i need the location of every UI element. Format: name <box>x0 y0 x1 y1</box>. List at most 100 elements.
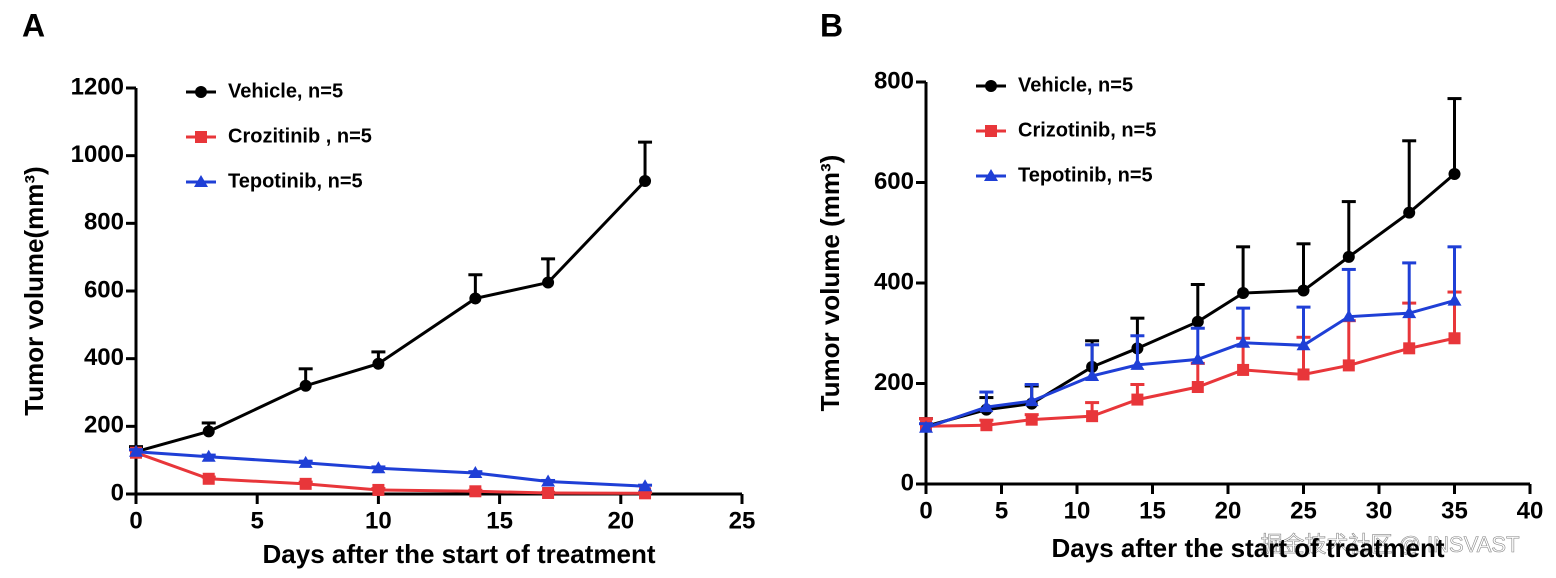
series-line <box>135 180 647 454</box>
x-tick-label: 15 <box>486 507 513 534</box>
marker <box>372 483 385 496</box>
y-tick-label: 200 <box>84 412 124 439</box>
marker <box>1191 381 1204 394</box>
error-bar <box>1190 283 1205 322</box>
marker <box>1236 335 1251 348</box>
x-axis-label: Days after the start of treatment <box>263 539 656 569</box>
marker <box>1025 413 1038 426</box>
error-bar <box>1341 200 1356 257</box>
x-tick-label: 25 <box>1290 497 1317 524</box>
legend-marker <box>194 175 208 187</box>
marker <box>1296 338 1311 351</box>
marker <box>1342 250 1355 263</box>
marker <box>980 419 993 432</box>
marker <box>1403 206 1416 219</box>
y-axis-label: Tumor volume (mm³) <box>815 155 845 412</box>
x-tick-label: 40 <box>1517 497 1544 524</box>
y-tick-label: 1200 <box>71 73 124 100</box>
legend-label: Vehicle, n=5 <box>1018 74 1133 96</box>
marker <box>542 276 555 289</box>
x-tick-label: 20 <box>607 507 634 534</box>
x-tick-label: 25 <box>729 507 756 534</box>
legend-marker <box>985 80 997 92</box>
legend-marker <box>195 131 207 143</box>
x-tick-label: 35 <box>1441 497 1468 524</box>
marker <box>371 461 386 474</box>
y-tick-label: 800 <box>874 67 914 94</box>
x-tick-label: 0 <box>129 507 142 534</box>
marker <box>1086 410 1099 423</box>
marker <box>638 479 653 492</box>
panel-label: A <box>22 7 45 43</box>
legend-label: Vehicle, n=5 <box>228 80 343 102</box>
x-tick-label: 10 <box>365 507 392 534</box>
x-axis-label: Days after the start of treatment <box>1052 533 1445 563</box>
marker <box>1448 167 1461 180</box>
marker <box>1447 293 1462 306</box>
marker <box>299 477 312 490</box>
marker <box>541 474 556 487</box>
error-bar <box>1236 245 1251 294</box>
x-tick-label: 20 <box>1215 497 1242 524</box>
marker <box>129 444 143 457</box>
y-axis-label: Tumor volume(mm³) <box>19 166 49 415</box>
legend-marker <box>985 125 997 137</box>
marker <box>201 449 216 462</box>
marker <box>299 379 312 392</box>
legend-label: Crozitinib , n=5 <box>228 125 372 147</box>
marker <box>202 425 215 438</box>
marker <box>979 400 994 413</box>
y-tick-label: 200 <box>874 369 914 396</box>
error-bar <box>1341 319 1356 366</box>
marker <box>1191 315 1204 328</box>
y-tick-label: 0 <box>901 469 914 496</box>
marker <box>1190 352 1205 365</box>
marker <box>1085 368 1100 381</box>
x-tick-label: 0 <box>919 497 932 524</box>
marker <box>372 357 385 370</box>
y-tick-label: 600 <box>84 276 124 303</box>
y-tick-label: 0 <box>111 479 124 506</box>
y-tick-label: 400 <box>84 344 124 371</box>
panel-label: B <box>820 7 843 43</box>
marker <box>469 292 482 305</box>
marker <box>1342 359 1355 372</box>
marker <box>1024 394 1039 407</box>
x-tick-label: 15 <box>1139 497 1166 524</box>
error-bar <box>1402 261 1417 314</box>
marker <box>298 455 313 468</box>
legend-label: Tepotinib, n=5 <box>1018 164 1153 186</box>
marker <box>1448 332 1461 345</box>
error-bar <box>1296 242 1311 291</box>
marker <box>1297 368 1310 381</box>
x-tick-label: 5 <box>251 507 264 534</box>
x-tick-label: 30 <box>1366 497 1393 524</box>
marker <box>1297 284 1310 297</box>
legend-label: Tepotinib, n=5 <box>228 170 363 192</box>
x-tick-label: 5 <box>995 497 1008 524</box>
marker <box>1402 306 1417 319</box>
legend-label: Crizotinib, n=5 <box>1018 119 1156 141</box>
error-bar <box>638 140 653 182</box>
x-tick-label: 10 <box>1064 497 1091 524</box>
marker <box>1237 363 1250 376</box>
marker <box>1341 309 1356 322</box>
marker <box>639 175 652 188</box>
marker <box>919 420 933 433</box>
y-tick-label: 400 <box>874 268 914 295</box>
y-tick-label: 600 <box>874 168 914 195</box>
y-tick-label: 800 <box>84 209 124 236</box>
marker <box>468 466 483 479</box>
marker <box>1237 287 1250 300</box>
marker <box>542 486 555 499</box>
error-bar <box>1447 97 1462 174</box>
series-line <box>925 336 1455 428</box>
legend-marker <box>984 169 998 181</box>
watermark: 掘金技术社区 @ INSVAST <box>1260 532 1519 557</box>
error-bar <box>1341 267 1356 317</box>
y-tick-label: 1000 <box>71 141 124 168</box>
marker <box>1131 393 1144 406</box>
marker <box>1130 357 1145 370</box>
series-line <box>925 299 1455 430</box>
